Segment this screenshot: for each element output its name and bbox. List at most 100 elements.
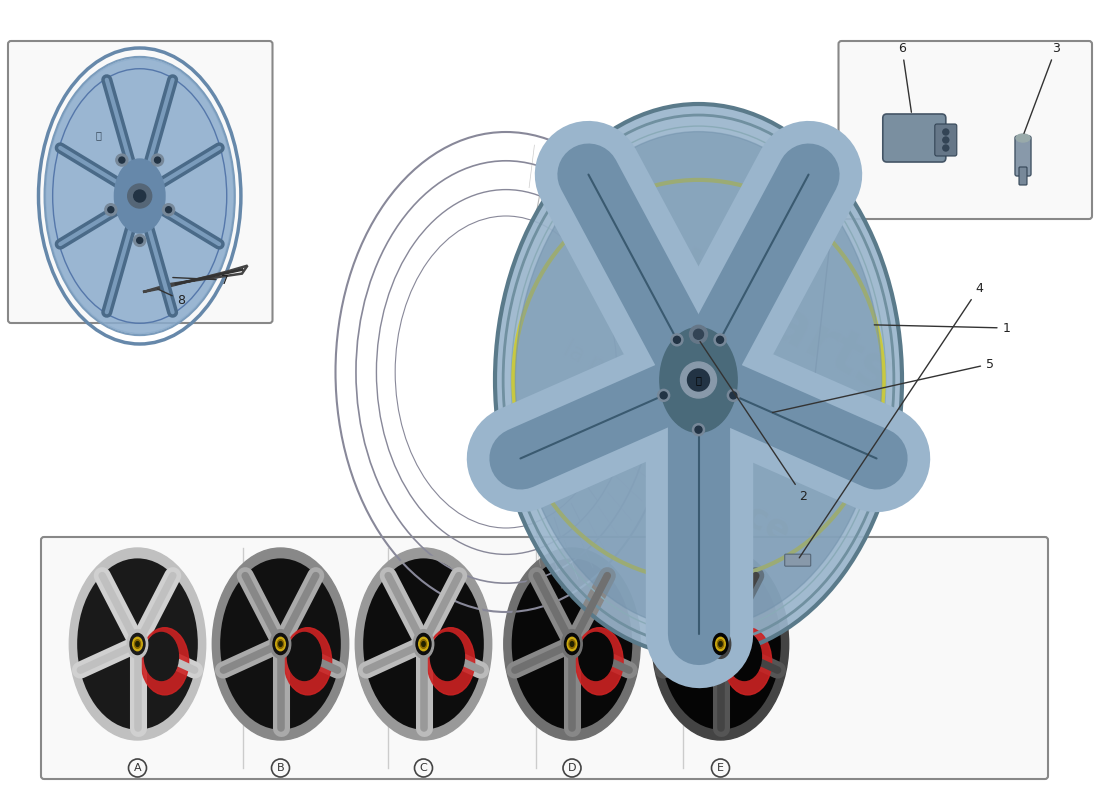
Ellipse shape: [1016, 134, 1030, 142]
Circle shape: [658, 390, 670, 402]
Circle shape: [163, 204, 175, 216]
Ellipse shape: [419, 638, 428, 650]
Circle shape: [716, 336, 724, 343]
Ellipse shape: [284, 628, 332, 695]
Text: D: D: [568, 763, 576, 773]
FancyBboxPatch shape: [1019, 167, 1027, 185]
Ellipse shape: [278, 642, 283, 646]
Circle shape: [134, 234, 145, 246]
Text: 1: 1: [874, 322, 1011, 334]
Text: 4: 4: [800, 282, 983, 558]
Text: C: C: [419, 763, 428, 773]
Ellipse shape: [652, 548, 789, 740]
Ellipse shape: [430, 633, 464, 681]
Text: E: E: [717, 763, 724, 773]
Ellipse shape: [277, 640, 284, 648]
Circle shape: [695, 426, 702, 433]
Ellipse shape: [510, 557, 634, 731]
Circle shape: [943, 145, 949, 151]
Ellipse shape: [727, 633, 761, 681]
Ellipse shape: [114, 159, 165, 233]
Ellipse shape: [144, 633, 178, 681]
Circle shape: [727, 390, 739, 402]
Ellipse shape: [45, 58, 234, 334]
Circle shape: [729, 392, 737, 399]
Ellipse shape: [362, 557, 485, 731]
Circle shape: [943, 137, 949, 143]
Circle shape: [714, 334, 726, 346]
Text: B: B: [277, 763, 284, 773]
Ellipse shape: [416, 634, 431, 654]
Ellipse shape: [568, 638, 576, 650]
Circle shape: [690, 326, 707, 343]
Ellipse shape: [69, 548, 206, 740]
Ellipse shape: [713, 634, 728, 654]
Ellipse shape: [276, 638, 285, 650]
Ellipse shape: [718, 642, 723, 646]
Text: since 1985: since 1985: [688, 470, 896, 602]
Circle shape: [673, 336, 681, 343]
Text: 6: 6: [898, 42, 912, 112]
Circle shape: [154, 157, 161, 163]
Text: 7: 7: [173, 274, 230, 286]
Ellipse shape: [659, 557, 782, 731]
Circle shape: [108, 206, 113, 213]
Ellipse shape: [515, 131, 882, 629]
Circle shape: [116, 154, 128, 166]
Circle shape: [152, 154, 164, 166]
Ellipse shape: [711, 630, 730, 658]
Ellipse shape: [128, 630, 147, 658]
Ellipse shape: [134, 640, 141, 648]
Ellipse shape: [575, 628, 623, 695]
Ellipse shape: [579, 633, 613, 681]
Ellipse shape: [414, 630, 433, 658]
Ellipse shape: [569, 640, 575, 648]
Ellipse shape: [141, 628, 189, 695]
FancyBboxPatch shape: [883, 114, 946, 162]
Circle shape: [693, 424, 704, 436]
Ellipse shape: [130, 634, 145, 654]
Ellipse shape: [76, 557, 199, 731]
Ellipse shape: [355, 548, 492, 740]
Ellipse shape: [219, 557, 342, 731]
Text: 5: 5: [772, 358, 994, 413]
Ellipse shape: [564, 634, 580, 654]
FancyBboxPatch shape: [1015, 136, 1031, 176]
FancyBboxPatch shape: [784, 554, 811, 566]
FancyBboxPatch shape: [935, 124, 957, 156]
Ellipse shape: [421, 642, 426, 646]
Text: autoparts: autoparts: [593, 203, 903, 405]
Ellipse shape: [495, 104, 902, 656]
Text: 8: 8: [157, 289, 186, 306]
Circle shape: [134, 190, 145, 202]
Circle shape: [104, 204, 117, 216]
Circle shape: [688, 369, 710, 391]
Ellipse shape: [135, 642, 140, 646]
Text: 3: 3: [1024, 42, 1060, 134]
Ellipse shape: [271, 630, 290, 658]
Circle shape: [136, 238, 143, 243]
Text: la passion for excellence: la passion for excellence: [559, 337, 827, 495]
Ellipse shape: [660, 327, 737, 433]
Polygon shape: [143, 266, 248, 292]
FancyBboxPatch shape: [41, 537, 1048, 779]
Ellipse shape: [717, 640, 724, 648]
Circle shape: [166, 206, 172, 213]
Circle shape: [660, 392, 668, 399]
Ellipse shape: [504, 548, 640, 740]
Ellipse shape: [420, 640, 427, 648]
Circle shape: [681, 362, 716, 398]
Text: 2: 2: [700, 342, 807, 502]
Circle shape: [128, 184, 152, 208]
Ellipse shape: [716, 638, 725, 650]
Circle shape: [119, 157, 125, 163]
FancyBboxPatch shape: [838, 41, 1092, 219]
Circle shape: [671, 334, 683, 346]
Ellipse shape: [427, 628, 475, 695]
Ellipse shape: [273, 634, 288, 654]
Circle shape: [693, 330, 704, 339]
Text: 🔑: 🔑: [96, 130, 101, 140]
Ellipse shape: [287, 633, 321, 681]
Ellipse shape: [724, 628, 772, 695]
Ellipse shape: [562, 630, 582, 658]
